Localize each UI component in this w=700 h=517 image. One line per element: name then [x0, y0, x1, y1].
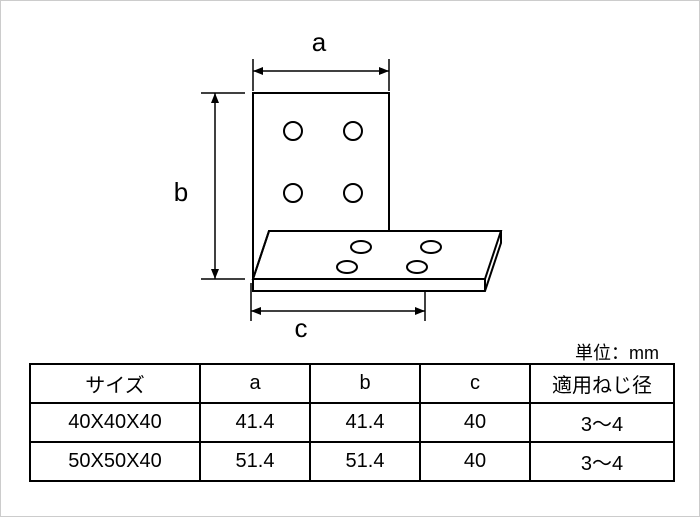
th-b: b	[310, 364, 420, 403]
cell-c: 40	[420, 442, 530, 481]
cell-screw: 3～4	[530, 442, 674, 481]
cell-a: 51.4	[200, 442, 310, 481]
dim-label-b: b	[174, 177, 188, 207]
unit-label: 単位：mm	[575, 339, 659, 365]
cell-b: 51.4	[310, 442, 420, 481]
table-header-row: サイズ a b c 適用ねじ径	[30, 364, 674, 403]
spec-table: サイズ a b c 適用ねじ径 40X40X40 41.4 41.4 40 3～…	[29, 363, 675, 482]
cell-b: 41.4	[310, 403, 420, 442]
cell-a: 41.4	[200, 403, 310, 442]
bracket-diagram: a b c	[1, 1, 700, 361]
th-c: c	[420, 364, 530, 403]
table-row: 50X50X40 51.4 51.4 40 3～4	[30, 442, 674, 481]
cell-size: 50X50X40	[30, 442, 200, 481]
cell-screw: 3～4	[530, 403, 674, 442]
cell-size: 40X40X40	[30, 403, 200, 442]
cell-c: 40	[420, 403, 530, 442]
dim-label-c: c	[295, 313, 308, 343]
table-row: 40X40X40 41.4 41.4 40 3～4	[30, 403, 674, 442]
dim-label-a: a	[312, 27, 327, 57]
th-screw: 適用ねじ径	[530, 364, 674, 403]
th-a: a	[200, 364, 310, 403]
th-size: サイズ	[30, 364, 200, 403]
